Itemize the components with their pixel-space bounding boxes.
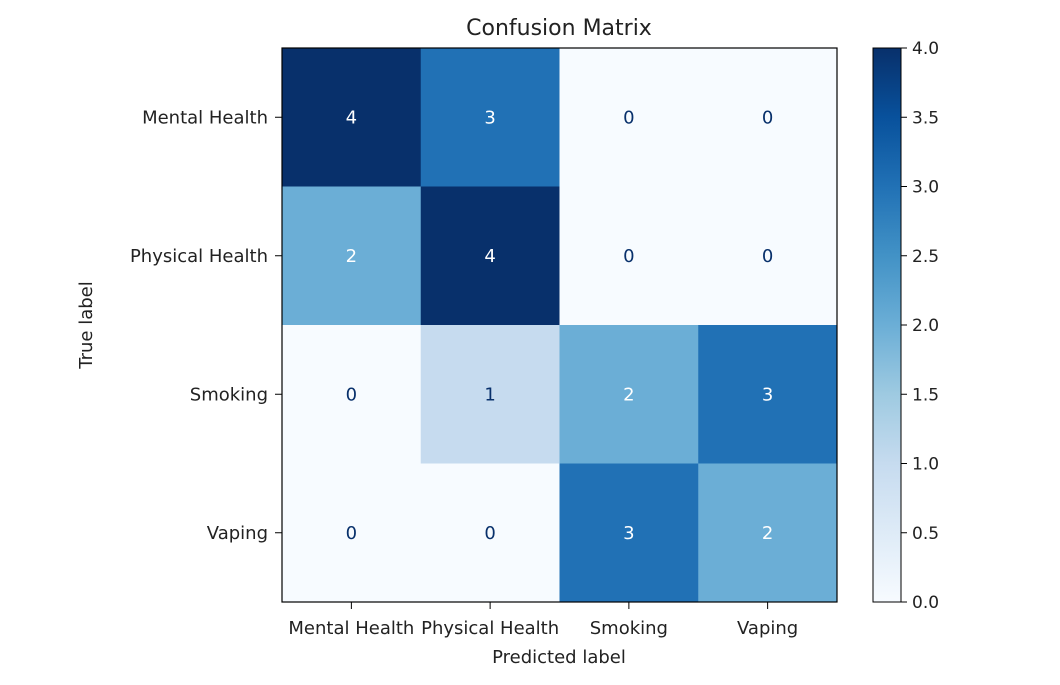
colorbar-tick-label: 1.5 [912,385,939,405]
chart-title: Confusion Matrix [466,16,652,41]
heatmap-cell [559,186,699,326]
colorbar-tick-label: 4.0 [912,39,939,59]
heatmap-cell-value: 4 [484,246,495,267]
y-tick-label: Vaping [207,523,268,544]
colorbar-tick-label: 3.5 [912,108,939,128]
x-axis-ticks: Mental Health Physical Health Smoking Vapin… [288,602,798,639]
heatmap-cell [698,325,838,464]
x-tick-label: Vaping [737,618,798,639]
plot-frame [281,47,838,603]
x-tick-label: Physical Health [421,618,559,639]
heatmap-cells [282,48,838,603]
colorbar-tick-label: 0.5 [912,524,939,544]
heatmap-cell-value: 0 [484,523,495,544]
heatmap-cell-value: 3 [623,523,634,544]
heatmap-cell-value: 0 [623,246,634,267]
heatmap-cell-value: 3 [484,107,495,128]
heatmap-cell-value: 3 [762,384,773,405]
y-tick-label: Mental Health [142,107,268,128]
heatmap-cell [282,48,422,187]
heatmap-cell-value: 0 [762,246,773,267]
x-axis-label: Predicted label [492,647,626,668]
heatmap-cell [559,463,699,603]
x-tick-label: Smoking [590,618,668,639]
heatmap-cell-value: 1 [484,384,495,405]
y-tick-label: Physical Health [130,246,268,267]
heatmap-cell-value: 2 [623,384,634,405]
heatmap-cell-value: 0 [346,523,357,544]
heatmap-cell [282,186,422,326]
heatmap-cell [420,186,560,326]
heatmap-cell-value: 0 [762,107,773,128]
heatmap-cell-labels: 4 3 0 0 2 4 0 0 0 1 2 3 0 0 3 2 [346,107,774,544]
heatmap-cell-value: 2 [762,523,773,544]
y-axis-label: True label [76,281,97,370]
y-tick-label: Smoking [190,384,268,405]
heatmap-cell [420,48,560,187]
heatmap-cell [420,325,560,464]
heatmap-cell [559,48,699,187]
heatmap-cell-value: 4 [346,107,357,128]
heatmap-cell-value: 0 [346,384,357,405]
x-tick-label: Mental Health [288,618,414,639]
heatmap-cell [282,463,422,603]
heatmap-cell [420,463,560,603]
heatmap-cell-value: 0 [623,107,634,128]
colorbar-tick-label: 1.0 [912,455,939,475]
heatmap-cell [282,325,422,464]
heatmap-cell [698,463,838,603]
colorbar-tick-label: 3.0 [912,178,939,198]
colorbar-ticks: 0.0 0.5 1.0 1.5 2.0 2.5 3.0 3.5 4.0 [901,39,939,613]
heatmap-cell [698,186,838,326]
heatmap-cell [698,48,838,187]
colorbar-tick-label: 2.0 [912,316,939,336]
colorbar-tick-label: 2.5 [912,247,939,267]
colorbar-tick-label: 0.0 [912,593,939,613]
heatmap-cell-value: 2 [346,246,357,267]
y-axis-ticks: Mental Health Physical Health Smoking Vapin… [130,107,282,544]
heatmap-cell [559,325,699,464]
colorbar [872,47,902,603]
